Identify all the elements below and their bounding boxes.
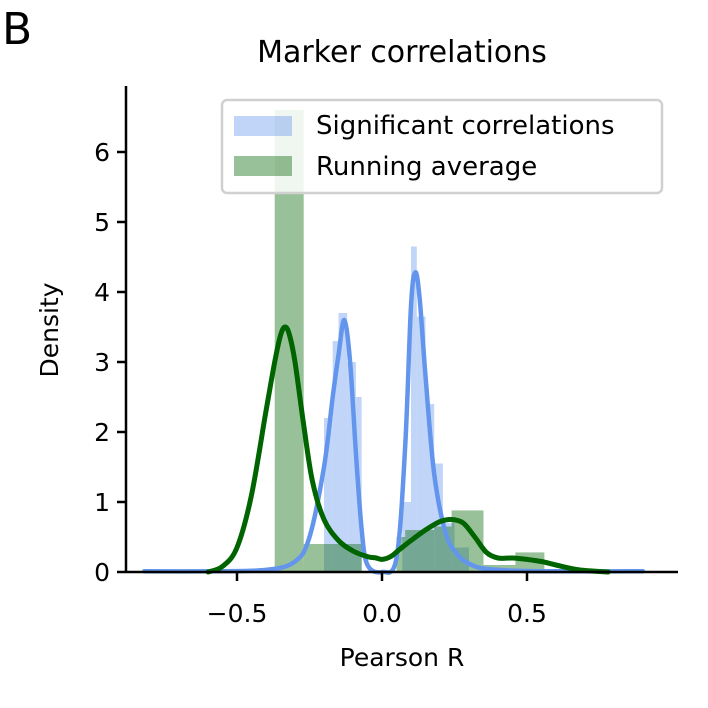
significant-bar-11 <box>434 463 443 572</box>
running-average-bar-1 <box>303 544 333 572</box>
legend-swatch-running-average <box>234 156 292 176</box>
legend-swatch-significant <box>234 116 292 136</box>
y-tick-label-5: 5 <box>94 208 110 237</box>
running-average-kde-line <box>205 324 611 575</box>
y-tick-label-1: 1 <box>94 488 110 517</box>
chart-title: Marker correlations <box>257 35 547 70</box>
significant-bar-9 <box>416 316 426 572</box>
legend-label-significant: Significant correlations <box>316 111 615 141</box>
significant-bar-1 <box>324 418 333 572</box>
significant-histogram <box>324 246 469 572</box>
running-average-bar-5 <box>434 526 452 572</box>
x-tick-label-1: 0.0 <box>362 599 402 628</box>
panel-label: B <box>2 4 32 55</box>
x-tick-label-2: 0.5 <box>507 599 547 628</box>
legend: Significant correlations Running average <box>220 98 664 195</box>
significant-bar-7 <box>402 502 411 572</box>
x-tick-label-0: −0.5 <box>207 599 268 628</box>
x-axis-label: Pearson R <box>340 643 465 672</box>
y-tick-label-3: 3 <box>94 348 110 377</box>
y-tick-label-2: 2 <box>94 418 110 447</box>
running-average-bar-3 <box>396 537 406 572</box>
legend-frame <box>220 98 664 195</box>
y-tick-label-0: 0 <box>94 558 110 587</box>
significant-bar-8 <box>411 246 417 572</box>
significant-bar-3 <box>338 313 348 572</box>
legend-label-running-average: Running average <box>316 152 537 182</box>
significant-bar-2 <box>332 341 339 572</box>
y-tick-label-4: 4 <box>94 278 110 307</box>
y-axis-label: Density <box>35 282 64 377</box>
significant-kde-line <box>141 270 646 575</box>
y-ticks: 0 1 2 3 4 5 6 <box>94 138 126 587</box>
y-tick-label-6: 6 <box>94 138 110 167</box>
significant-bar-4 <box>347 362 356 572</box>
significant-bar-12 <box>442 523 455 572</box>
x-ticks: −0.5 0.0 0.5 <box>207 572 547 628</box>
significant-bar-10 <box>425 404 435 572</box>
